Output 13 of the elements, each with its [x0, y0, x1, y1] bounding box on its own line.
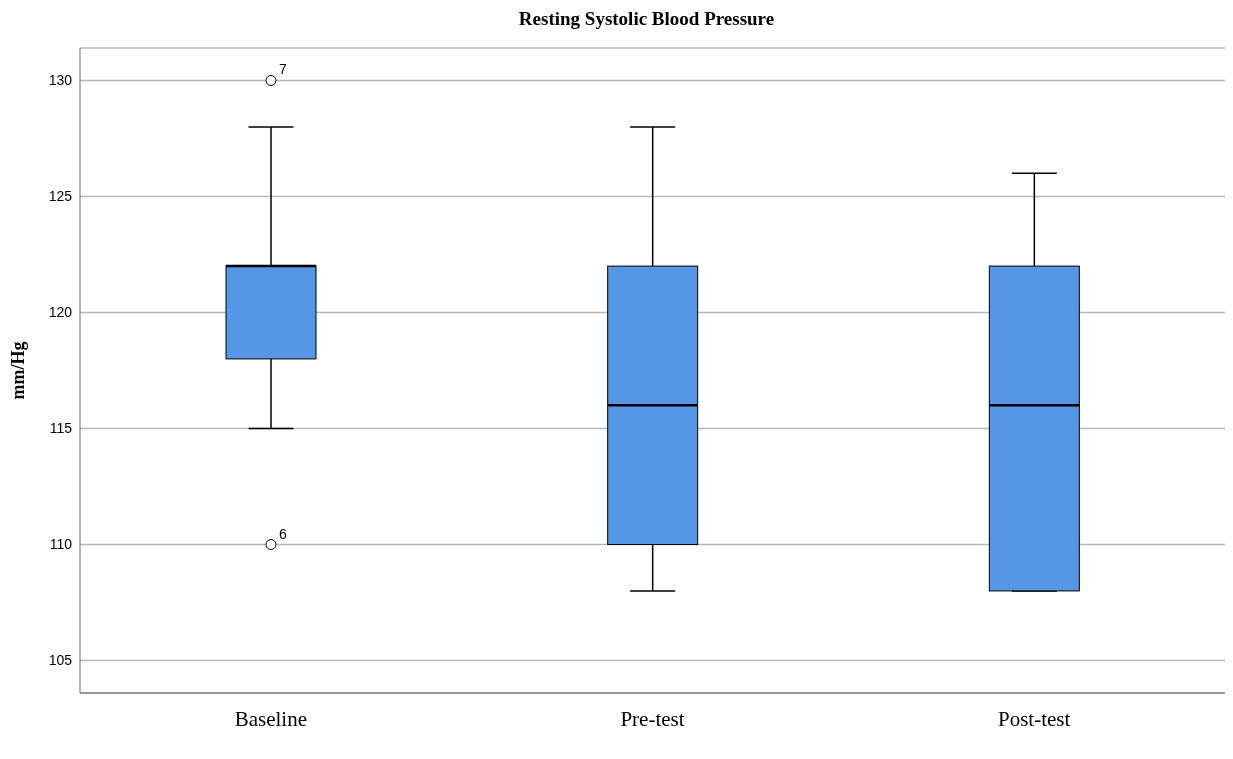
x-tick-label: Baseline — [234, 706, 307, 731]
chart-title: Resting Systolic Blood Pressure — [517, 8, 776, 31]
y-tick-label: 130 — [48, 72, 73, 89]
y-tick-label: 115 — [49, 420, 73, 437]
annotation: 7 — [279, 61, 287, 78]
y-tick-label: 110 — [49, 536, 73, 553]
y-tick-label: 120 — [48, 304, 73, 321]
x-tick-label: Post-test — [997, 706, 1071, 731]
y-tick-label: 105 — [48, 652, 73, 669]
x-tick-label: Pre-test — [620, 706, 685, 731]
annotation: 6 — [279, 525, 287, 542]
y-tick-label: 125 — [48, 188, 73, 205]
y-axis-title: mm/Hg — [8, 341, 29, 400]
